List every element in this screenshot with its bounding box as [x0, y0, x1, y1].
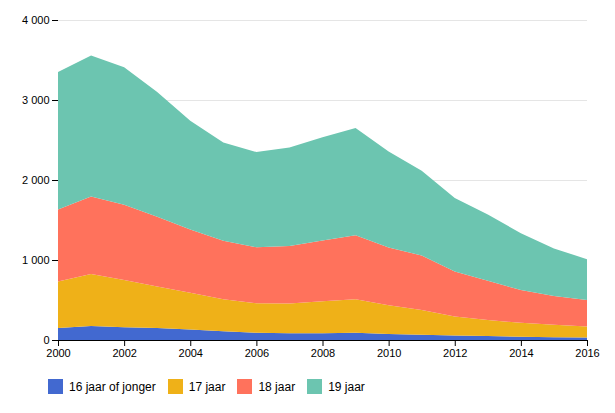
svg-text:1 000: 1 000: [22, 254, 50, 266]
svg-text:0: 0: [43, 334, 49, 346]
html-text:16 jaar of jonger: 16 jaar of jonger: [69, 379, 156, 394]
html-text:17 jaar: 17 jaar: [188, 379, 226, 394]
html-text:18 jaar: 18 jaar: [258, 379, 296, 394]
svg-text:2012: 2012: [443, 347, 467, 359]
svg-text:2016: 2016: [575, 347, 599, 359]
svg-text:2006: 2006: [245, 347, 269, 359]
svg-text:3 000: 3 000: [22, 94, 50, 106]
svg-text:2008: 2008: [311, 347, 335, 359]
svg-text:2002: 2002: [112, 347, 136, 359]
svg-text:4 000: 4 000: [22, 14, 50, 26]
svg-text:2004: 2004: [179, 347, 203, 359]
svg-text:2010: 2010: [377, 347, 401, 359]
svg-text:2000: 2000: [46, 347, 70, 359]
html-text:19 jaar: 19 jaar: [328, 379, 365, 394]
svg-text:2014: 2014: [509, 347, 533, 359]
svg-text:2 000: 2 000: [22, 174, 50, 186]
